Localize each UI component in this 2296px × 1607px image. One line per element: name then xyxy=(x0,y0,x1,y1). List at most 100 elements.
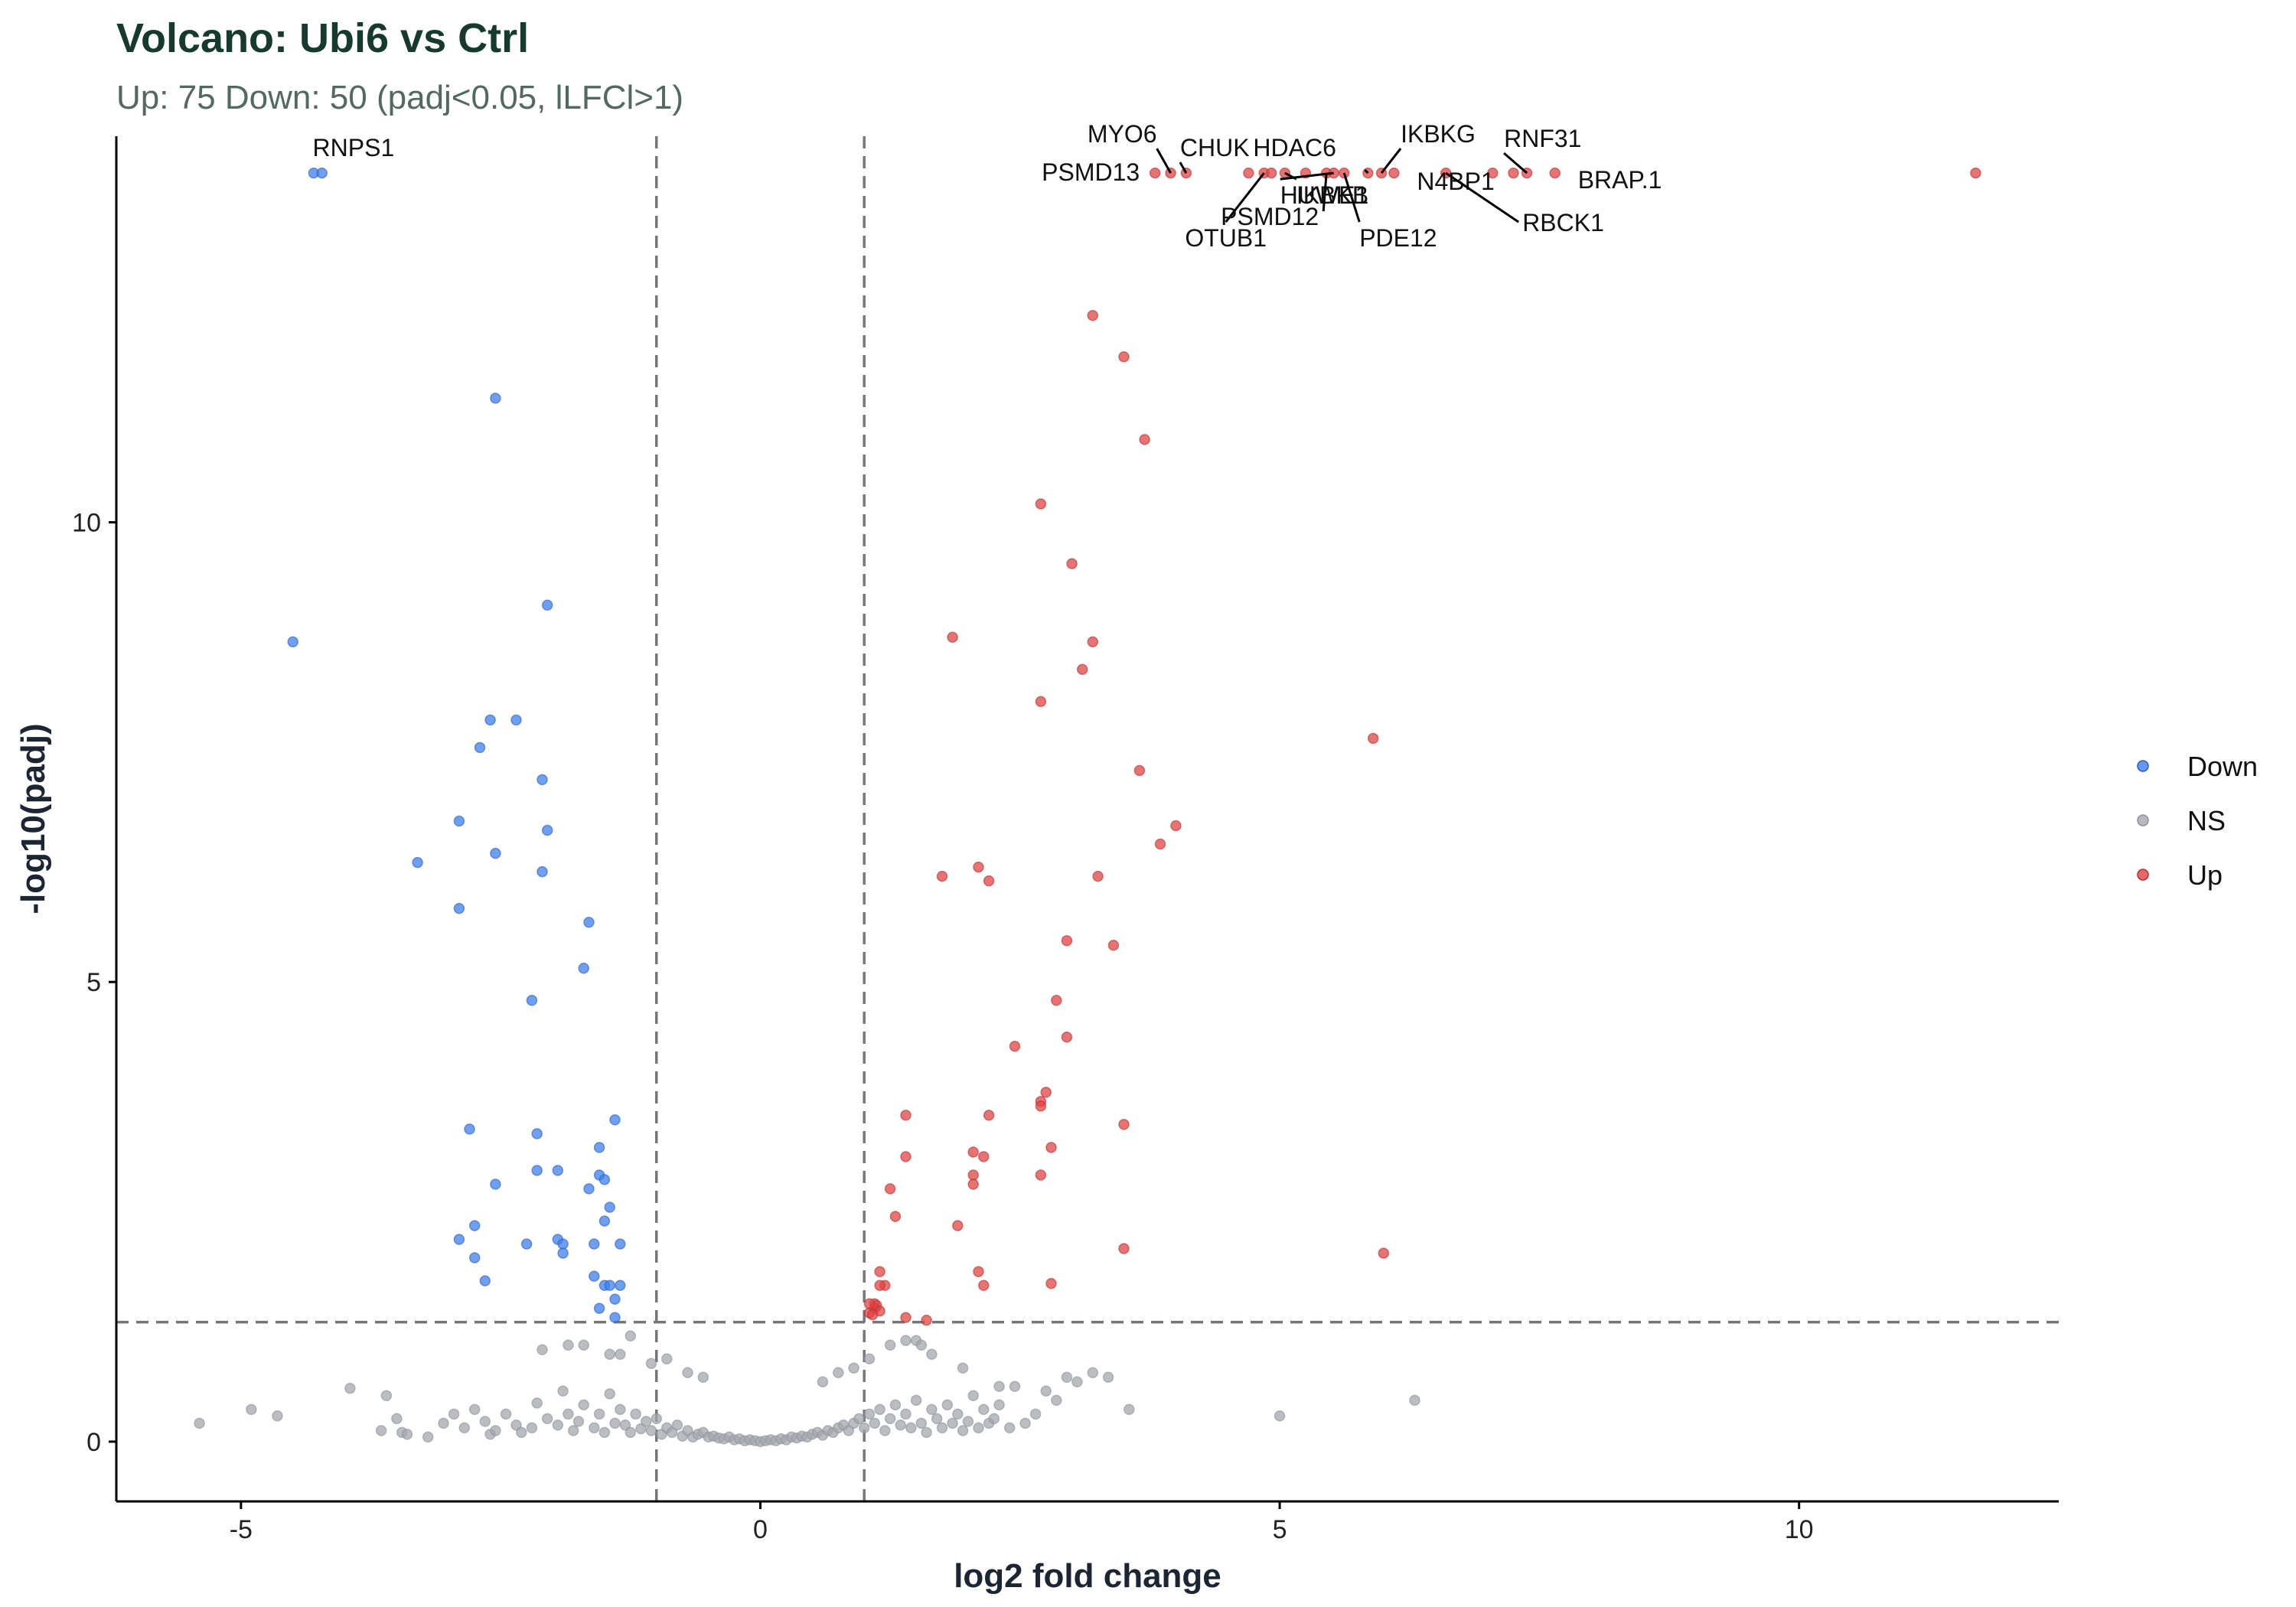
up-point xyxy=(1508,167,1519,179)
y-tick-label: 5 xyxy=(86,968,101,997)
ns-point xyxy=(401,1429,413,1440)
up-point xyxy=(936,870,948,882)
axes xyxy=(115,136,2059,1503)
ns-point xyxy=(615,1348,626,1361)
gene-leader-line xyxy=(1225,172,1265,223)
ns-point xyxy=(1274,1410,1286,1422)
ns-point xyxy=(598,1426,611,1439)
down-point xyxy=(615,1279,626,1291)
ns-point xyxy=(593,1408,605,1420)
ns-point xyxy=(625,1330,637,1342)
ns-point xyxy=(391,1413,403,1425)
down-point xyxy=(474,742,486,754)
x-tick-label: -5 xyxy=(230,1515,253,1544)
gene-label: IKBKG xyxy=(1401,120,1476,148)
down-point xyxy=(604,1201,615,1213)
down-point xyxy=(557,1247,569,1259)
up-point xyxy=(973,1266,984,1277)
ns-point xyxy=(900,1335,912,1347)
up-point xyxy=(1087,636,1099,647)
down-point xyxy=(604,1279,615,1291)
down-point xyxy=(541,599,553,611)
up-point xyxy=(1265,167,1277,179)
down-point xyxy=(468,1220,481,1231)
ns-point xyxy=(609,1417,621,1429)
ns-point xyxy=(344,1382,356,1394)
down-point xyxy=(531,1165,543,1176)
down-point xyxy=(490,1178,501,1190)
ns-point xyxy=(510,1420,522,1431)
down-point xyxy=(609,1312,621,1323)
x-axis-title: log2 fold change xyxy=(954,1557,1221,1595)
ns-point xyxy=(1009,1380,1021,1393)
up-legend-label: Up xyxy=(2187,859,2223,891)
gene-leader-line xyxy=(1342,172,1361,223)
ns-point xyxy=(936,1422,948,1434)
down-point xyxy=(598,1215,611,1227)
gene-leader-line xyxy=(1503,152,1528,174)
ns-point xyxy=(853,1413,865,1425)
up-point xyxy=(1549,167,1561,179)
down-point xyxy=(520,1238,533,1250)
down-point xyxy=(479,1275,491,1286)
ns-point xyxy=(1003,1422,1016,1434)
gene-label: PSMD13 xyxy=(1042,158,1140,186)
legend: Down NS Up xyxy=(2137,751,2258,891)
ns-point xyxy=(615,1403,626,1416)
ns-point xyxy=(957,1362,969,1374)
up-point xyxy=(1378,1247,1390,1259)
ns-point xyxy=(884,1339,896,1351)
y-tick-label: 10 xyxy=(72,509,101,538)
ns-point xyxy=(272,1410,283,1422)
up-point xyxy=(900,1110,912,1121)
ns-point xyxy=(910,1394,922,1407)
ns-point xyxy=(889,1399,902,1411)
ns-point xyxy=(578,1339,589,1351)
down-point xyxy=(412,856,423,869)
ns-point xyxy=(604,1348,615,1361)
ns-point xyxy=(1029,1408,1042,1420)
up-point xyxy=(863,1298,876,1309)
down-point xyxy=(609,1293,621,1305)
ns-point xyxy=(884,1413,896,1425)
gene-label: PSMD12 xyxy=(1221,203,1319,230)
down-point xyxy=(615,1238,626,1250)
up-point xyxy=(889,1211,902,1222)
ns-point xyxy=(682,1367,693,1379)
ns-point xyxy=(697,1371,709,1384)
gene-leader-line xyxy=(1364,169,1369,174)
ns-point xyxy=(833,1367,844,1379)
ns-point xyxy=(557,1385,569,1397)
ns-point xyxy=(1071,1376,1083,1388)
gene-leader-line xyxy=(1322,172,1328,212)
ns-point xyxy=(952,1408,964,1420)
chart-subtitle: Up: 75 Down: 50 (padj<0.05, lLFCl>1) xyxy=(116,79,683,116)
down-legend-key xyxy=(2137,760,2149,772)
down-point xyxy=(316,167,328,179)
significant-points xyxy=(287,167,1981,1326)
up-point xyxy=(1009,1041,1021,1052)
down-point xyxy=(453,815,465,827)
ns-point xyxy=(947,1417,958,1429)
y-tick-label: 0 xyxy=(86,1428,101,1457)
ns-point xyxy=(630,1408,641,1420)
y-axis-title: -log10(padj) xyxy=(15,723,52,914)
up-point xyxy=(967,1169,979,1181)
ns-point xyxy=(941,1399,954,1411)
ns-point xyxy=(869,1417,881,1429)
up-point xyxy=(947,631,958,643)
up-point xyxy=(1076,663,1088,676)
gene-label: HUWE1 xyxy=(1280,181,1369,209)
down-legend-label: Down xyxy=(2187,751,2258,782)
up-point xyxy=(952,1220,964,1231)
ns-point xyxy=(468,1403,481,1416)
down-point xyxy=(464,1123,475,1135)
ns-point xyxy=(1087,1367,1099,1379)
ns-point xyxy=(915,1417,928,1429)
ns-point xyxy=(931,1413,943,1425)
ns-point xyxy=(422,1431,434,1443)
up-point xyxy=(900,1312,912,1323)
ns-point xyxy=(635,1423,647,1435)
ns-point xyxy=(926,1403,938,1416)
up-point xyxy=(874,1279,885,1291)
